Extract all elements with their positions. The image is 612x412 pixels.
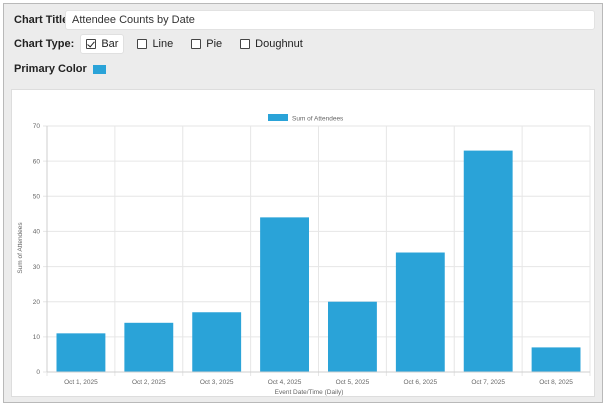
chart-type-option-doughnut[interactable]: Doughnut: [235, 34, 308, 54]
chart-type-option-label: Bar: [101, 38, 119, 50]
x-tick-label: Oct 1, 2025: [64, 379, 98, 386]
x-tick-label: Oct 8, 2025: [539, 379, 573, 386]
bar-2: [124, 322, 174, 372]
chart-type-option-line[interactable]: Line: [132, 34, 178, 54]
chart-type-option-label: Doughnut: [255, 38, 303, 50]
y-tick-label: 0: [36, 369, 40, 376]
bar-5: [328, 301, 377, 372]
chart-type-option-bar[interactable]: Bar: [80, 34, 125, 54]
chart-settings-panel: Chart Title: Chart Type: Bar Line Pie Do…: [3, 3, 603, 403]
x-tick-label: Oct 6, 2025: [404, 379, 438, 386]
x-tick-label: Oct 5, 2025: [336, 379, 370, 386]
x-tick-label: Oct 7, 2025: [471, 379, 505, 386]
y-tick-label: 70: [33, 123, 41, 130]
chart-type-option-label: Pie: [206, 38, 223, 50]
bar-chart: 0 10 20 30 40 50 60 70 Oct 1, 2025 Oct 2, 2025 Oct…: [17, 114, 591, 396]
chart-axes: 0 10 20 30 40 50 60 70 Oct 1, 2025 Oct 2, 2025 Oct…: [33, 123, 590, 386]
chart-bars: [56, 150, 581, 372]
chart-type-option-pie[interactable]: Pie: [186, 34, 227, 54]
chart-grid: [43, 125, 591, 376]
checkmark-icon: [87, 39, 96, 48]
chart-type-row: Chart Type: Bar Line Pie Doughnut: [14, 34, 316, 54]
bar-7: [463, 150, 513, 372]
primary-color-label: Primary Color: [14, 63, 87, 75]
primary-color-row: Primary Color: [14, 62, 106, 76]
y-axis-title: Sum of Attendees: [17, 222, 24, 274]
chart-type-option-label: Line: [152, 38, 174, 50]
y-tick-label: 50: [33, 193, 41, 200]
y-tick-label: 30: [33, 264, 41, 271]
chart-card: 0 10 20 30 40 50 60 70 Oct 1, 2025 Oct 2, 2025 Oct…: [11, 89, 595, 397]
legend-swatch: [268, 114, 288, 121]
x-tick-label: Oct 3, 2025: [200, 379, 234, 386]
y-tick-label: 40: [33, 229, 41, 236]
chart-title-input[interactable]: [65, 10, 595, 30]
primary-color-swatch[interactable]: [92, 64, 106, 74]
bar-1: [56, 333, 106, 372]
bar-6: [395, 252, 445, 372]
legend-label: Sum of Attendees: [292, 116, 344, 123]
x-tick-label: Oct 4, 2025: [268, 379, 302, 386]
y-tick-label: 20: [33, 299, 41, 306]
chart-type-label: Chart Type:: [14, 38, 75, 50]
bar-8: [531, 347, 581, 372]
line-checkbox[interactable]: [137, 39, 148, 49]
bar-3: [192, 312, 242, 372]
bar-4: [260, 217, 309, 372]
x-axis-title: Event Date/Time (Daily): [275, 389, 344, 396]
x-tick-label: Oct 2, 2025: [132, 379, 166, 386]
y-tick-label: 10: [33, 334, 41, 341]
y-tick-label: 60: [33, 158, 41, 165]
doughnut-checkbox[interactable]: [240, 39, 251, 49]
pie-checkbox[interactable]: [191, 39, 202, 49]
chart-title-row: Chart Title:: [14, 10, 72, 30]
bar-checkbox[interactable]: [86, 39, 97, 49]
chart-legend[interactable]: Sum of Attendees: [268, 114, 344, 123]
chart-title-label: Chart Title:: [14, 14, 72, 26]
